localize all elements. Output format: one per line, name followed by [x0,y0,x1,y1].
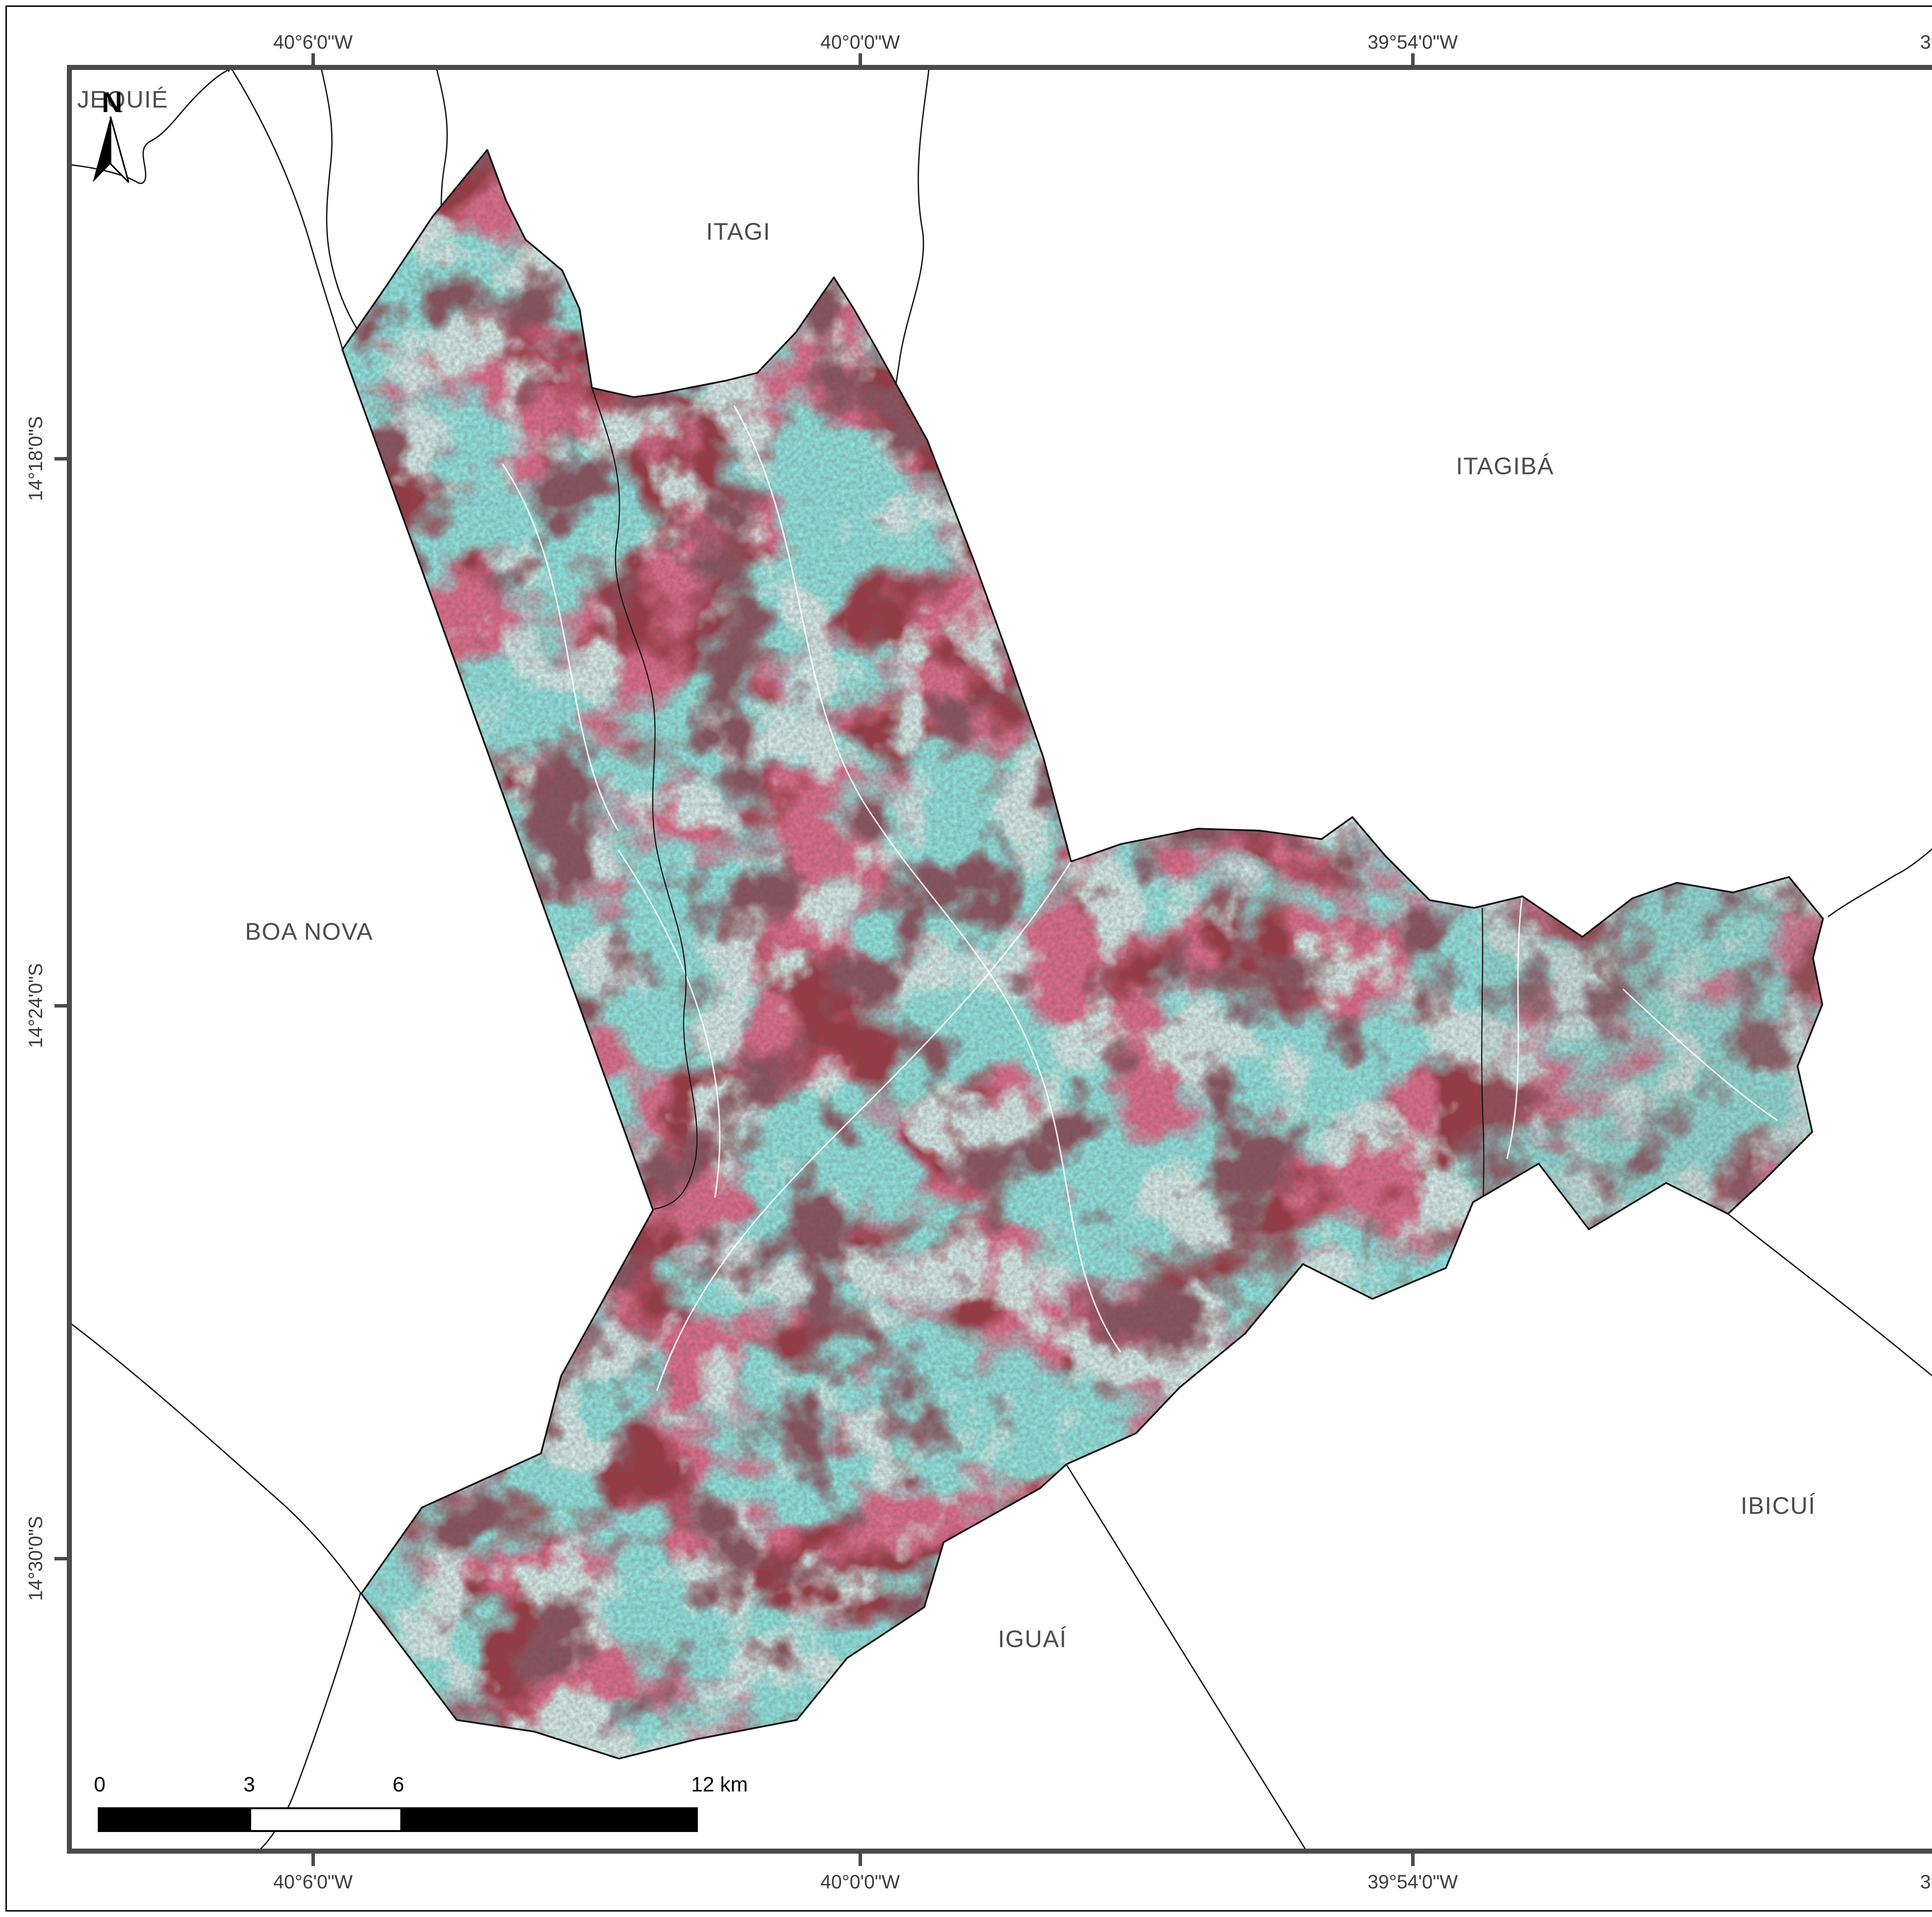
tick-top-3 [1411,53,1415,66]
tick-left-1 [54,457,67,461]
scalebar-label-6: 6 [392,1773,405,1796]
neighbor-label-boanova: BOA NOVA [245,918,373,945]
scalebar-segment-black-1 [100,1809,251,1830]
neighbor-label-iguai: IGUAÍ [998,1626,1067,1653]
coord-label-left-1: 14°18'0"S [25,416,46,501]
coord-label-top-3: 39°54'0"W [1367,31,1458,53]
map-frame [67,65,1932,1854]
tick-bottom-2 [859,1854,862,1866]
municipality-outline [341,149,1824,1760]
scalebar [98,1807,698,1832]
coord-label-left-3: 14°30'0"S [25,1516,46,1601]
tick-left-2 [54,1004,67,1008]
coord-label-bottom-4: 39°48'0"W [1920,1871,1932,1893]
coord-label-top-2: 40°0'0"W [820,31,900,53]
tick-bottom-3 [1411,1854,1415,1866]
coord-label-bottom-2: 40°0'0"W [820,1871,900,1893]
tick-top-1 [311,53,315,66]
tick-bottom-1 [311,1854,315,1866]
neighbor-label-ibicui: IBICUÍ [1740,1492,1816,1519]
coord-label-top-4: 39°48'0"W [1920,31,1932,53]
coord-label-bottom-3: 39°54'0"W [1367,1871,1458,1893]
scalebar-label-0: 0 [94,1773,106,1796]
north-arrow-icon [93,116,129,183]
coord-label-top-1: 40°6'0"W [273,31,353,53]
coord-label-left-2: 14°24'0"S [25,963,46,1048]
scalebar-label-12: 12 km [691,1773,748,1796]
neighbor-label-itagi: ITAGI [706,218,771,245]
scalebar-segment-black-2 [400,1809,696,1830]
tick-left-3 [54,1557,67,1560]
north-arrow-label: N [102,86,122,118]
coord-label-bottom-1: 40°6'0"W [273,1871,353,1893]
tick-top-2 [859,53,862,66]
scalebar-label-3: 3 [243,1773,255,1796]
neighbor-label-jequie: JEQUIÉ [77,86,168,113]
neighbor-label-itagiba: ITAGIBÁ [1456,453,1554,480]
